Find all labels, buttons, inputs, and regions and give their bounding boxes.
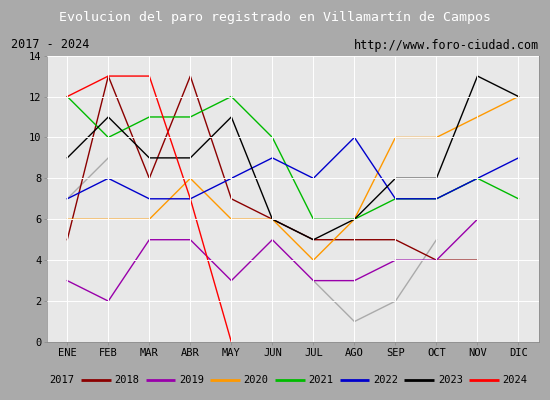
Text: 2021: 2021	[309, 375, 333, 385]
Text: http://www.foro-ciudad.com: http://www.foro-ciudad.com	[354, 38, 539, 52]
Text: 2017 - 2024: 2017 - 2024	[11, 38, 89, 52]
Text: Evolucion del paro registrado en Villamartín de Campos: Evolucion del paro registrado en Villama…	[59, 11, 491, 24]
Text: 2017: 2017	[50, 375, 75, 385]
Text: 2019: 2019	[179, 375, 204, 385]
Text: 2018: 2018	[114, 375, 139, 385]
Text: 2020: 2020	[244, 375, 269, 385]
Text: 2022: 2022	[373, 375, 398, 385]
Text: 2024: 2024	[503, 375, 527, 385]
Text: 2023: 2023	[438, 375, 463, 385]
